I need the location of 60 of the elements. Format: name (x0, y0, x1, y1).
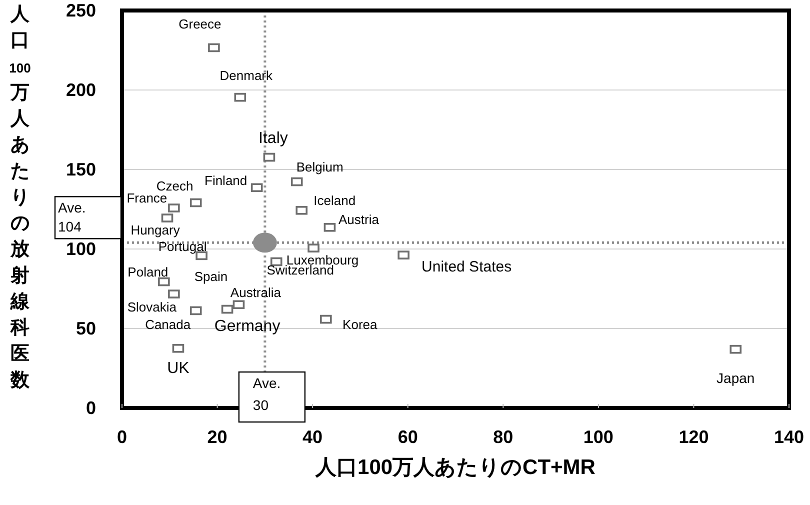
point (168, 290, 180, 298)
annotation: Canada (145, 317, 192, 332)
x-axis-title: 人口100万人あたりのCT+MR (314, 456, 596, 479)
annotation: Finland (204, 173, 248, 188)
annotation: Czech (156, 178, 194, 194)
x-tick-label: 140 (774, 427, 804, 447)
point (324, 222, 336, 232)
point (168, 204, 180, 212)
point (250, 183, 263, 192)
point (190, 198, 202, 208)
y-tick-label: 50 (76, 318, 96, 338)
annotation: Italy (258, 130, 288, 147)
y-tick-label: 200 (66, 80, 96, 100)
point (158, 277, 170, 286)
annotation: UK (167, 360, 190, 377)
x-tick-label: 0 (116, 427, 128, 447)
x-tick-label: 40 (302, 427, 323, 447)
point (161, 214, 174, 222)
y-tick-label: 150 (66, 160, 96, 180)
annotation: France (126, 190, 168, 206)
ref-line-label: Ave. 104 (58, 200, 86, 235)
point (232, 300, 245, 310)
annotation: Spain (194, 269, 228, 284)
annotation: Slovakia (127, 300, 178, 315)
point (398, 250, 410, 260)
x-tick-label: 100 (583, 427, 614, 447)
annotation: Greece (178, 16, 222, 32)
point (208, 43, 220, 52)
x-tick-label: 60 (398, 427, 418, 447)
annotation: Iceland (314, 192, 356, 208)
text: 人口100万人あたりの放射線科医数 (9, 4, 31, 391)
annotation: Portugal (158, 239, 207, 254)
point (320, 314, 332, 324)
point (290, 177, 303, 186)
annotation: Belgium (296, 159, 344, 174)
point (172, 344, 184, 353)
point (221, 304, 234, 314)
annotation: Poland (128, 264, 168, 280)
x-tick-label: 20 (207, 427, 228, 447)
point (308, 244, 320, 252)
annotation: Germany (214, 318, 280, 335)
x-tick-label: 80 (493, 427, 514, 447)
annotation: United States (422, 258, 512, 276)
y-tick-label: 0 (86, 398, 96, 418)
ref-line-label: Ave. 30 (252, 375, 281, 413)
point (730, 344, 742, 354)
annotation: Japan (716, 370, 755, 386)
annotation: Korea (342, 316, 378, 332)
annotation: Denmark (220, 68, 274, 83)
annotation: Australia (230, 285, 282, 300)
point (252, 232, 277, 253)
annotation: Austria (338, 212, 380, 227)
point (296, 206, 308, 215)
point (190, 306, 202, 316)
point (234, 92, 246, 102)
y-tick-label: 100 (66, 239, 96, 259)
point (263, 152, 276, 162)
x-tick-label: 120 (678, 427, 709, 447)
annotation: Hungary (130, 222, 180, 238)
y-tick-label: 250 (66, 0, 96, 20)
